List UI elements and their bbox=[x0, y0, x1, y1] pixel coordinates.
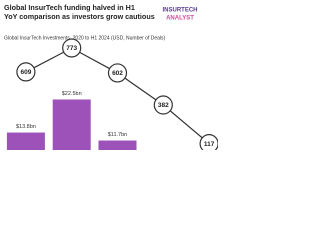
data-label: $22.5bn bbox=[62, 91, 82, 97]
deal-marker bbox=[16, 62, 36, 82]
deal-label: 117 bbox=[204, 141, 215, 148]
chart: Global InsurTech funding halved in H1 YoY… bbox=[4, 3, 218, 150]
data-label: $13.8bn bbox=[16, 124, 36, 130]
data-label: $11.7bn bbox=[108, 132, 127, 138]
deal-marker bbox=[153, 95, 173, 115]
bar bbox=[6, 132, 45, 150]
logo: INSURTECH bbox=[162, 8, 197, 14]
deal-label: 609 bbox=[20, 69, 31, 76]
deal-marker bbox=[107, 63, 128, 83]
deal-label: 382 bbox=[158, 102, 169, 109]
chart-subtitle: Global InsurTech Investments, 2020 to H1… bbox=[4, 35, 166, 41]
deal-label: 773 bbox=[66, 45, 77, 52]
deal-label: 602 bbox=[112, 70, 123, 77]
logo: ANALYST bbox=[166, 16, 194, 22]
deal-marker bbox=[199, 134, 218, 150]
bar bbox=[98, 140, 137, 150]
bar bbox=[52, 99, 91, 150]
deal-marker bbox=[62, 38, 82, 58]
chart-title: Global InsurTech funding halved in H1 YoY… bbox=[4, 3, 155, 21]
